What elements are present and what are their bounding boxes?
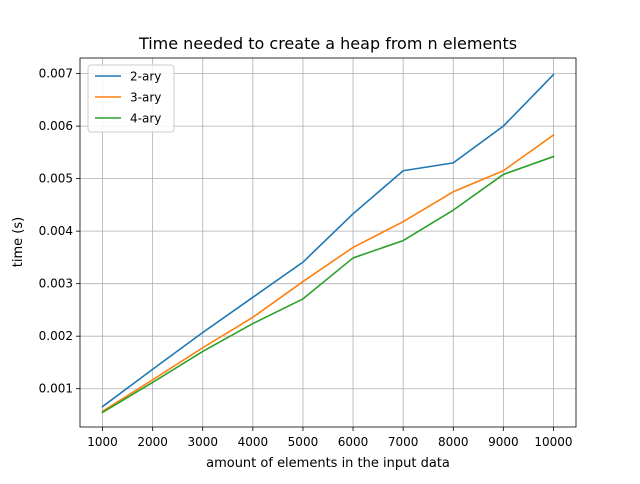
x-tick-label: 1000 bbox=[87, 435, 118, 449]
x-tick-label: 9000 bbox=[488, 435, 519, 449]
y-tick-label: 0.002 bbox=[39, 329, 73, 343]
legend-label: 4-ary bbox=[130, 112, 161, 126]
legend: 2-ary 3-ary 4-ary bbox=[87, 64, 175, 133]
y-tick-label: 0.007 bbox=[39, 67, 73, 81]
y-tick-label: 0.005 bbox=[39, 172, 73, 186]
y-tick-label: 0.004 bbox=[39, 224, 73, 238]
x-axis: 1000 2000 3000 4000 5000 6000 7000 8000 9000 1000… bbox=[87, 427, 573, 449]
legend-label: 3-ary bbox=[130, 91, 161, 105]
series-line-2-ary bbox=[101, 73, 555, 408]
plot-frame bbox=[79, 57, 577, 428]
x-tick-label: 6000 bbox=[338, 435, 369, 449]
x-tick-label: 3000 bbox=[187, 435, 218, 449]
series-line-4-ary bbox=[101, 155, 555, 414]
y-tick-label: 0.003 bbox=[39, 277, 73, 291]
series-layer bbox=[101, 73, 555, 414]
grid-layer bbox=[80, 58, 576, 427]
legend-label: 2-ary bbox=[130, 70, 161, 84]
y-tick-label: 0.006 bbox=[39, 119, 73, 133]
x-tick-label: 7000 bbox=[388, 435, 419, 449]
y-axis-label: time (s) bbox=[11, 217, 26, 267]
x-axis-label: amount of elements in the input data bbox=[206, 456, 450, 471]
y-tick-label: 0.001 bbox=[39, 382, 73, 396]
x-tick-label: 4000 bbox=[238, 435, 269, 449]
chart-title: Time needed to create a heap from n elem… bbox=[138, 34, 517, 53]
x-tick-label: 5000 bbox=[288, 435, 319, 449]
x-tick-label: 2000 bbox=[137, 435, 168, 449]
series-line-3-ary bbox=[101, 133, 555, 413]
y-axis: 0.001 0.002 0.003 0.004 0.005 0.006 0.007 bbox=[39, 67, 80, 396]
x-tick-label: 8000 bbox=[438, 435, 469, 449]
x-tick-label: 10000 bbox=[534, 435, 572, 449]
legend-box bbox=[87, 64, 175, 133]
